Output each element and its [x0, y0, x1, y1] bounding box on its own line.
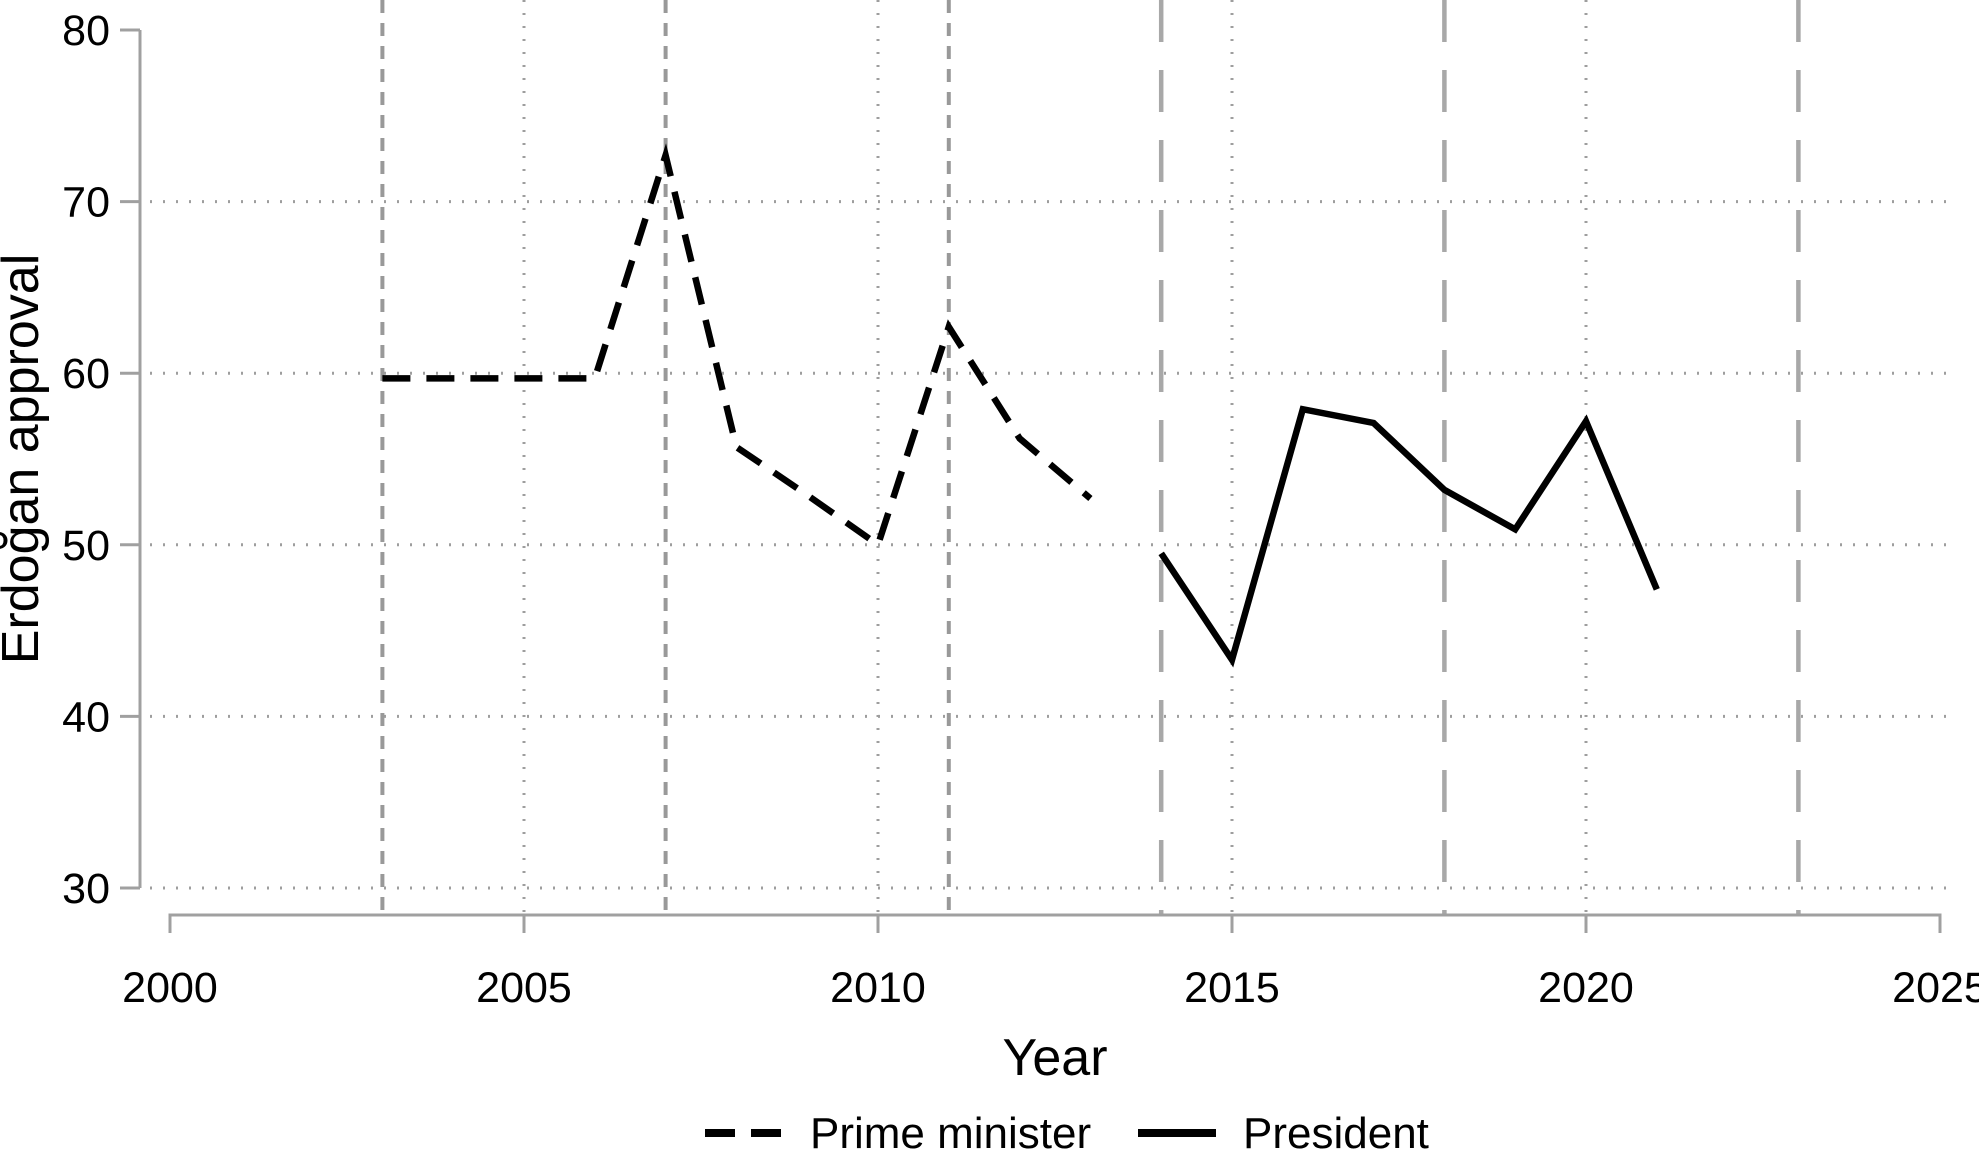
horizontal-dotted-gridlines	[150, 200, 1952, 890]
series-line-prime-minister	[382, 143, 1093, 550]
y-axis-title: Erdoğan approval	[0, 254, 50, 665]
y-tick-label-60: 60	[62, 350, 110, 398]
x-axis-title: Year	[1002, 1029, 1107, 1087]
x-tick-label-2025: 2025	[1892, 964, 1979, 1012]
legend-label-prime-minister: Prime minister	[810, 1109, 1091, 1153]
x-tick-label-2005: 2005	[476, 964, 572, 1012]
y-tick-label-40: 40	[62, 693, 110, 741]
x-axis-tick-labels: 2000 2005 2010 2015 2020 2025	[122, 964, 1979, 1012]
y-tick-label-80: 80	[62, 7, 110, 55]
y-tick-label-50: 50	[62, 522, 110, 570]
data-series	[382, 143, 1660, 668]
legend-label-president: President	[1243, 1109, 1429, 1153]
x-axis	[168, 913, 1942, 933]
x-tick-label-2020: 2020	[1538, 964, 1634, 1012]
y-tick-label-30: 30	[62, 865, 110, 913]
vertical-dotted-gridlines	[522, 0, 1588, 915]
x-tick-label-2010: 2010	[830, 964, 926, 1012]
y-tick-label-70: 70	[62, 179, 110, 227]
x-tick-label-2015: 2015	[1184, 964, 1280, 1012]
series-line-president	[1158, 405, 1660, 668]
y-axis	[120, 28, 142, 890]
election-year-vlines	[380, 0, 1801, 915]
y-axis-tick-labels: 30 40 50 60 70 80	[62, 7, 110, 913]
x-tick-label-2000: 2000	[122, 964, 218, 1012]
legend: Prime minister President	[705, 1109, 1429, 1153]
